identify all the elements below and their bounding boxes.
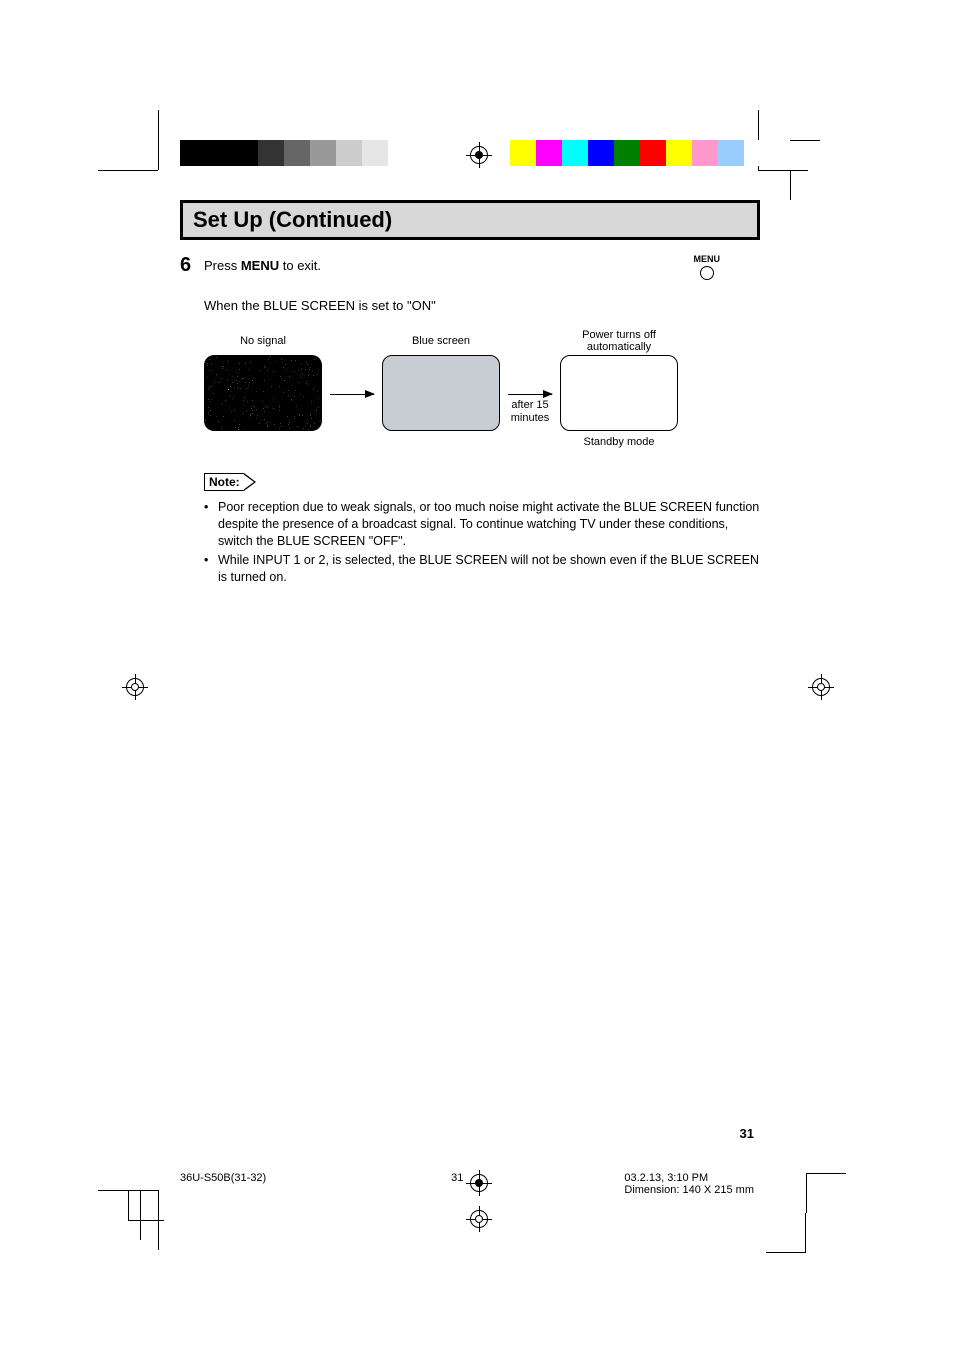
footer-meta: 03.2.13, 3:10 PM Dimension: 140 X 215 mm bbox=[624, 1172, 754, 1196]
menu-icon-label: MENU bbox=[694, 254, 721, 264]
colorbar-grayscale bbox=[180, 140, 414, 166]
footer: 36U-S50B(31-32) 31 03.2.13, 3:10 PM Dime… bbox=[180, 1172, 754, 1196]
swatch bbox=[284, 140, 310, 166]
registration-mark bbox=[126, 678, 144, 696]
step-text-bold: MENU bbox=[241, 258, 279, 273]
step-row: 6 Press MENU to exit. MENU bbox=[180, 254, 760, 280]
swatch bbox=[310, 140, 336, 166]
swatch bbox=[388, 140, 414, 166]
step-text-suffix: to exit. bbox=[279, 258, 321, 273]
arrow-icon bbox=[330, 352, 374, 423]
crop-corner bbox=[766, 1213, 806, 1253]
diagram-label: Power turns off automatically bbox=[582, 327, 656, 355]
note-item: While INPUT 1 or 2, is selected, the BLU… bbox=[204, 552, 760, 586]
footer-docid: 36U-S50B(31-32) bbox=[180, 1172, 266, 1184]
swatch bbox=[562, 140, 588, 166]
swatch bbox=[692, 140, 718, 166]
crop-mark bbox=[128, 1220, 164, 1221]
note-list: Poor reception due to weak signals, or t… bbox=[204, 499, 760, 585]
swatch bbox=[336, 140, 362, 166]
menu-icon-circle bbox=[700, 266, 714, 280]
swatch bbox=[744, 140, 770, 166]
footer-dimension: Dimension: 140 X 215 mm bbox=[624, 1184, 754, 1196]
swatch bbox=[718, 140, 744, 166]
swatch bbox=[180, 140, 206, 166]
swatch bbox=[614, 140, 640, 166]
registration-mark bbox=[470, 146, 488, 164]
arrow-icon: after 15 minutes bbox=[508, 352, 552, 423]
diagram-col-no-signal: No signal bbox=[204, 327, 322, 449]
diagram-label: No signal bbox=[240, 327, 286, 355]
swatch bbox=[536, 140, 562, 166]
page-content: Set Up (Continued) 6 Press MENU to exit.… bbox=[180, 200, 760, 587]
registration-mark bbox=[812, 678, 830, 696]
diagram: No signal bbox=[204, 327, 760, 449]
diagram-col-blue: Blue screen bbox=[382, 327, 500, 449]
crop-mark bbox=[140, 1190, 141, 1240]
swatch bbox=[232, 140, 258, 166]
diagram-label: Standby mode bbox=[584, 435, 655, 449]
section-title: Set Up (Continued) bbox=[180, 200, 760, 240]
swatch bbox=[258, 140, 284, 166]
note-block: Note: Poor reception due to weak signals… bbox=[204, 473, 760, 585]
footer-page: 31 bbox=[451, 1172, 463, 1184]
diagram-label: Blue screen bbox=[412, 327, 470, 355]
step-number: 6 bbox=[180, 254, 204, 277]
crop-corner bbox=[806, 1173, 846, 1213]
crop-mark bbox=[98, 170, 158, 171]
arrow-caption: after 15 minutes bbox=[511, 399, 550, 423]
page-number: 31 bbox=[740, 1126, 754, 1141]
step-text: Press MENU to exit. bbox=[204, 254, 694, 273]
note-label: Note: bbox=[204, 473, 244, 491]
swatch bbox=[510, 140, 536, 166]
blue-screen-icon bbox=[382, 355, 500, 431]
swatch bbox=[362, 140, 388, 166]
crop-mark bbox=[790, 140, 820, 141]
menu-button-icon: MENU bbox=[694, 254, 721, 280]
crop-mark bbox=[758, 170, 808, 171]
crop-mark bbox=[790, 170, 791, 200]
swatch bbox=[666, 140, 692, 166]
note-item: Poor reception due to weak signals, or t… bbox=[204, 499, 760, 550]
registration-mark bbox=[470, 1210, 488, 1228]
crop-mark bbox=[158, 110, 159, 170]
off-screen-icon bbox=[560, 355, 678, 431]
swatch bbox=[640, 140, 666, 166]
footer-timestamp: 03.2.13, 3:10 PM bbox=[624, 1172, 708, 1184]
condition-text: When the BLUE SCREEN is set to "ON" bbox=[204, 298, 760, 313]
crop-mark bbox=[128, 1190, 129, 1220]
swatch bbox=[206, 140, 232, 166]
step-text-prefix: Press bbox=[204, 258, 241, 273]
noise-screen-icon bbox=[204, 355, 322, 431]
colorbar-color bbox=[510, 140, 770, 166]
diagram-col-standby: Power turns off automatically Standby mo… bbox=[560, 327, 678, 449]
swatch bbox=[588, 140, 614, 166]
